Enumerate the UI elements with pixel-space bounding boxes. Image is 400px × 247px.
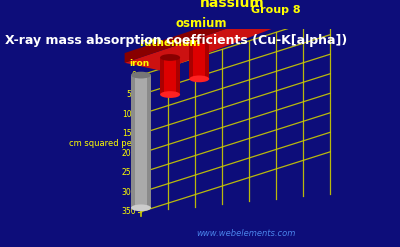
Polygon shape (283, 0, 301, 18)
Text: 250: 250 (122, 168, 136, 177)
Text: 0: 0 (132, 71, 136, 80)
Text: Group 8: Group 8 (251, 5, 300, 15)
Text: 350: 350 (122, 207, 136, 216)
Polygon shape (189, 40, 209, 79)
Text: 300: 300 (122, 188, 136, 197)
Polygon shape (125, 0, 283, 63)
Text: cm squared per g: cm squared per g (69, 139, 144, 148)
Ellipse shape (218, 19, 238, 26)
Polygon shape (189, 40, 193, 79)
Polygon shape (131, 75, 151, 208)
Polygon shape (234, 22, 238, 24)
Polygon shape (160, 58, 180, 95)
Text: ruthenium: ruthenium (140, 38, 201, 48)
Polygon shape (160, 58, 164, 95)
Ellipse shape (160, 54, 180, 61)
Polygon shape (218, 22, 222, 24)
Ellipse shape (131, 72, 151, 79)
Polygon shape (125, 10, 301, 71)
Text: iron: iron (129, 59, 149, 68)
Polygon shape (205, 40, 209, 79)
Polygon shape (218, 22, 238, 24)
Ellipse shape (131, 205, 151, 211)
Text: hassium: hassium (200, 0, 264, 10)
Ellipse shape (218, 21, 238, 28)
Polygon shape (176, 58, 180, 95)
Text: 200: 200 (122, 149, 136, 158)
Polygon shape (147, 75, 151, 208)
Polygon shape (131, 75, 135, 208)
Text: X-ray mass absorption coefficients (Cu-K[alpha]): X-ray mass absorption coefficients (Cu-K… (4, 34, 347, 47)
Ellipse shape (189, 37, 209, 43)
Text: 150: 150 (122, 129, 136, 138)
Text: www.webelements.com: www.webelements.com (196, 229, 295, 238)
Text: 50: 50 (127, 90, 136, 99)
Ellipse shape (189, 76, 209, 82)
Text: 100: 100 (122, 110, 136, 119)
Ellipse shape (160, 91, 180, 98)
Text: osmium: osmium (175, 17, 227, 30)
